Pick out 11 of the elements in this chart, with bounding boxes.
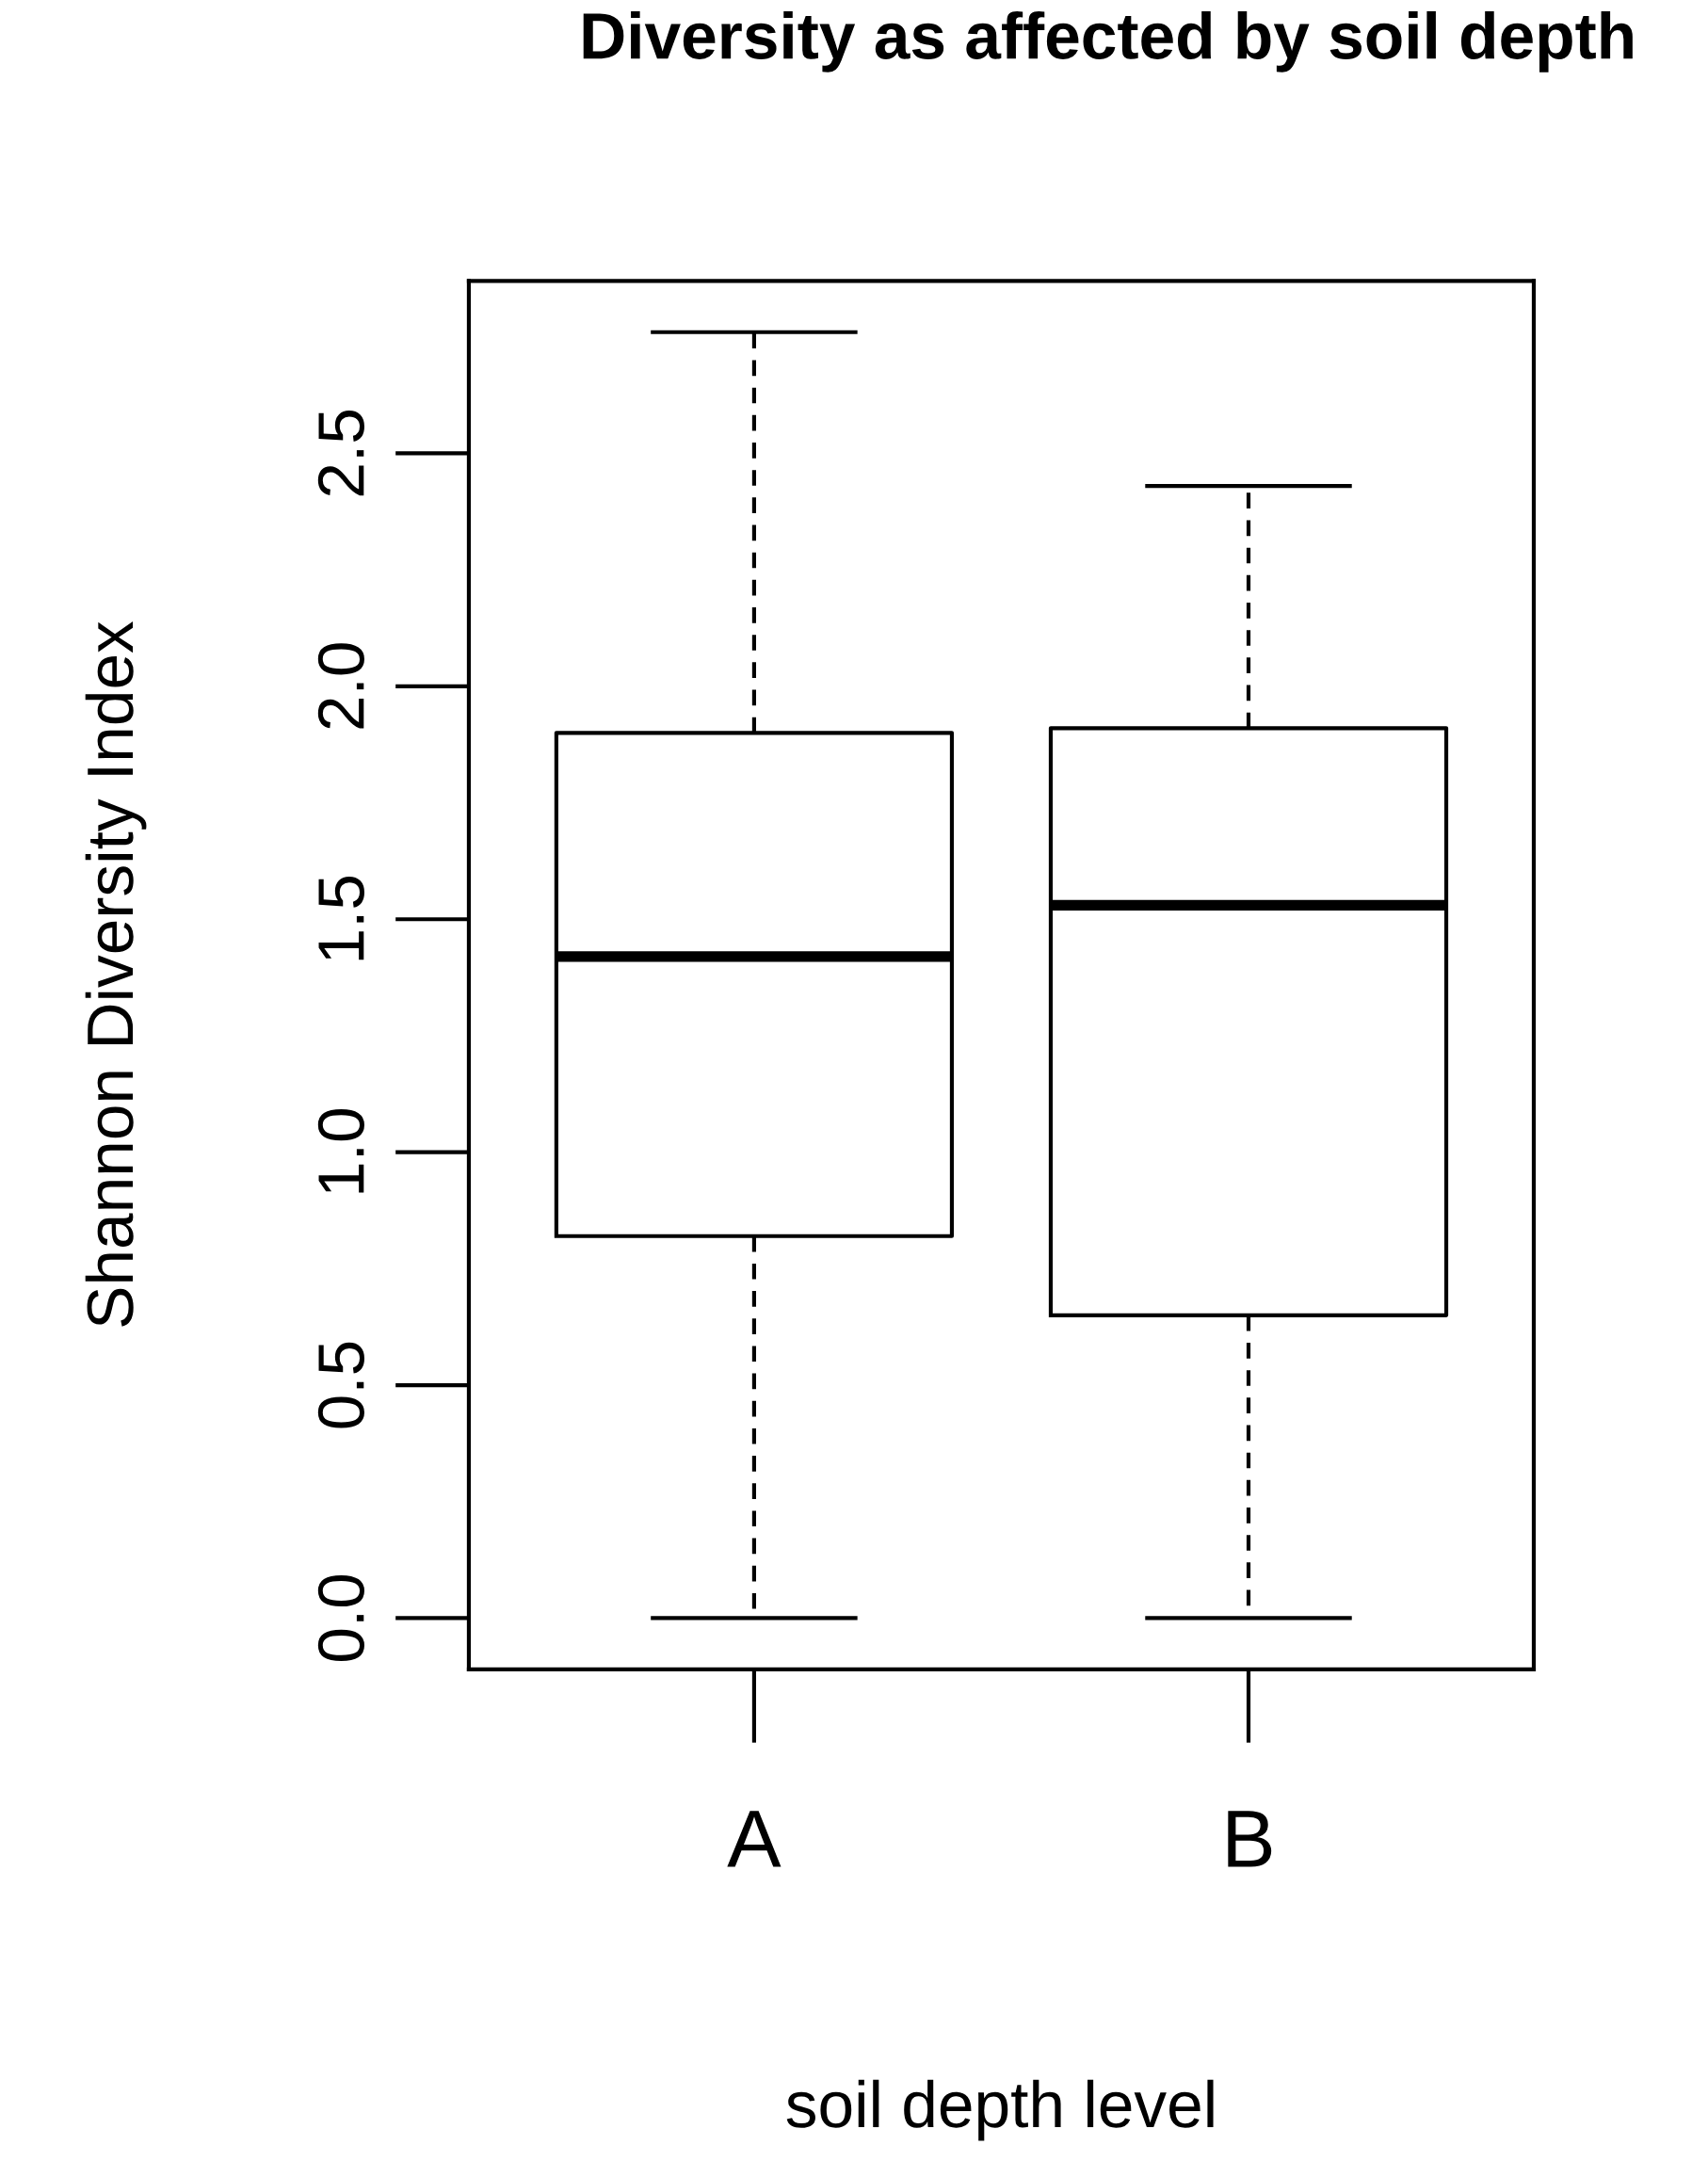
y-tick-label: 2.0 — [317, 643, 364, 729]
y-tick-label: 0.0 — [317, 1574, 364, 1662]
x-tick-label: A — [727, 1811, 781, 1867]
y-tick-label: 0.5 — [317, 1342, 364, 1428]
x-axis-title: soil depth level — [786, 2079, 1214, 2141]
chart-title: Diversity as affected by soil depth — [583, 10, 1633, 73]
y-tick-label: 1.5 — [318, 876, 364, 960]
x-tick-label: B — [1228, 1811, 1272, 1867]
y-tick-label: 1.0 — [317, 1109, 364, 1193]
y-axis-title: Shannon Diversity Index — [85, 621, 147, 1327]
y-tick-label: 2.5 — [317, 411, 364, 496]
